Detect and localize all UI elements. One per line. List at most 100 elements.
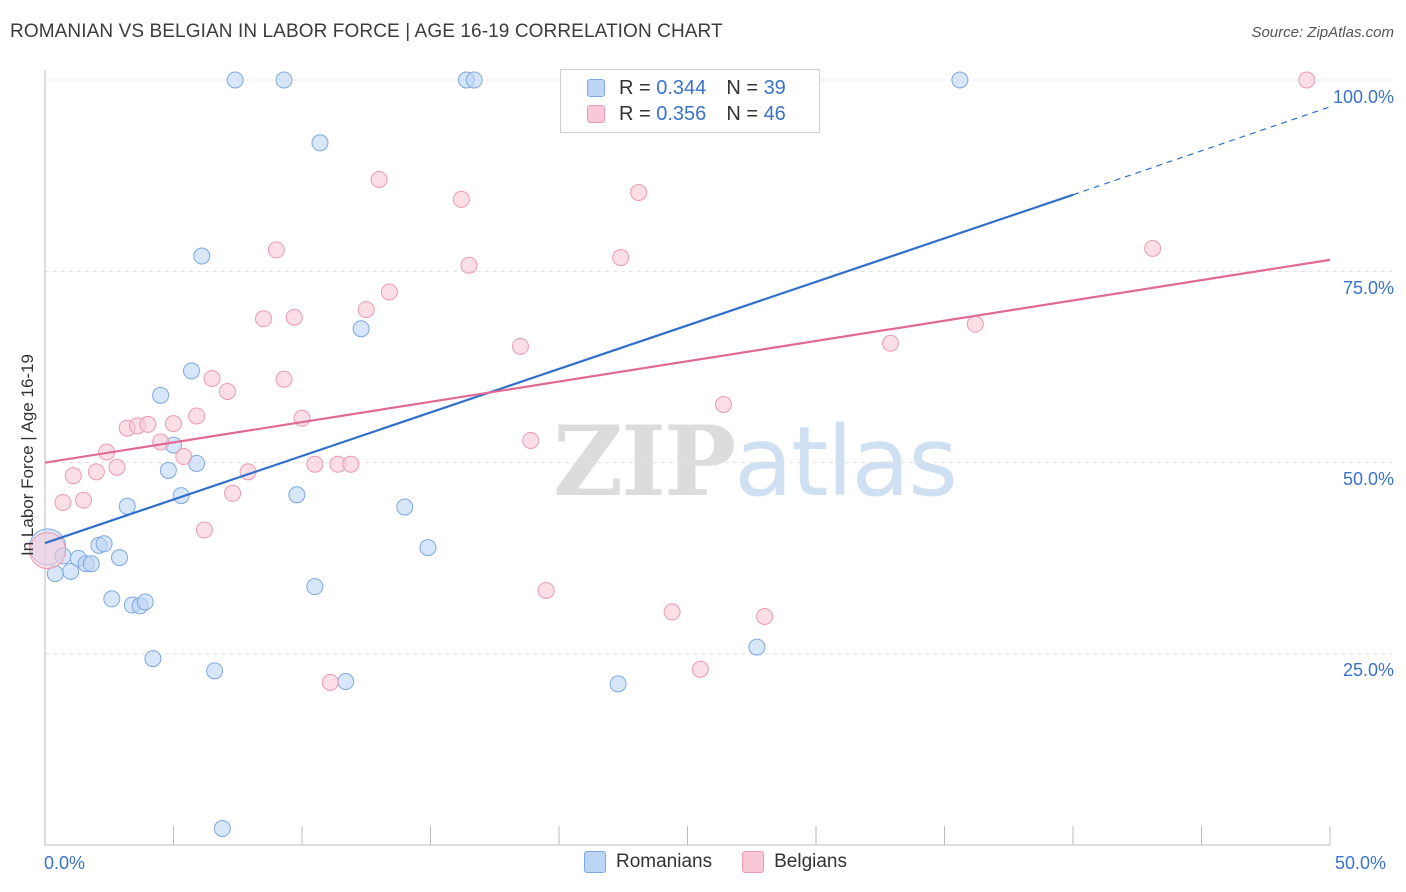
belgians-point xyxy=(108,458,126,476)
chart-title: ROMANIAN VS BELGIAN IN LABOR FORCE | AGE… xyxy=(10,21,723,42)
belgians-point xyxy=(663,603,681,621)
romanians-point xyxy=(62,562,80,580)
r-label: R = xyxy=(619,76,651,99)
x-tick-label-max: 50.0% xyxy=(1335,853,1387,873)
series-legend: Romanians Belgians xyxy=(584,851,877,873)
y-tick-label-100: 100.0% xyxy=(1332,87,1394,107)
romanians-point xyxy=(275,71,293,89)
romanians-point xyxy=(193,247,211,265)
romanians-point xyxy=(419,539,437,557)
belgians-point xyxy=(203,369,221,387)
belgians-point xyxy=(54,493,72,511)
romanians-point xyxy=(306,578,324,596)
romanians-point xyxy=(136,593,154,611)
y-axis-label: In Labor Force | Age 16-19 xyxy=(18,354,37,556)
belgians-point xyxy=(357,301,375,319)
r-value: 0.344 xyxy=(656,76,707,99)
belgians-point xyxy=(756,607,774,625)
belgians-point xyxy=(139,415,157,433)
legend-row-belgians: R = 0.356 N = 46 xyxy=(587,101,786,127)
watermark-zip: ZIP xyxy=(553,405,736,518)
legend-label-belgians: Belgians xyxy=(774,851,847,872)
belgians-point xyxy=(152,433,170,451)
belgians-point xyxy=(64,467,82,485)
belgians-point xyxy=(165,415,182,433)
belgians-point xyxy=(29,532,67,570)
belgians-point xyxy=(630,184,648,202)
romanians-point xyxy=(288,486,306,504)
correlation-legend: R = 0.344 N = 39 R = 0.356 N = 46 xyxy=(560,69,820,133)
belgians-point xyxy=(285,308,303,326)
belgians-point xyxy=(195,521,213,539)
romanians-point xyxy=(465,71,483,89)
belgians-point xyxy=(882,334,900,352)
r-label: R = xyxy=(619,102,651,125)
romanians-point xyxy=(213,819,231,837)
romanians-point xyxy=(172,487,190,505)
romanians-trend-line xyxy=(44,193,1074,545)
romanians-point xyxy=(396,498,414,516)
romanians-point xyxy=(159,461,177,479)
romanians-point xyxy=(748,638,766,656)
belgians-point xyxy=(267,241,285,259)
belgians-swatch xyxy=(742,851,765,873)
belgians-point xyxy=(224,484,242,502)
belgians-point xyxy=(306,455,324,473)
romanians-point xyxy=(352,320,370,338)
belgians-point xyxy=(460,256,478,274)
romanians-point xyxy=(95,535,113,553)
y-tick-label-25: 25.0% xyxy=(1342,660,1394,680)
y-tick-label-50: 50.0% xyxy=(1342,469,1394,489)
romanians-point xyxy=(82,555,100,573)
legend-item-belgians[interactable]: Belgians xyxy=(742,851,847,873)
romanians-point xyxy=(144,650,162,668)
belgians-point xyxy=(537,581,555,599)
romanians-point xyxy=(182,362,200,380)
source-label: Source: ZipAtlas.com xyxy=(1251,24,1394,41)
n-value: 46 xyxy=(763,102,786,125)
romanians-point xyxy=(311,134,329,152)
belgians-point xyxy=(275,370,293,388)
belgians-point xyxy=(1144,239,1162,257)
belgians-point xyxy=(380,283,398,301)
belgians-point xyxy=(1298,71,1316,89)
romanians-point xyxy=(337,673,355,691)
r-value: 0.356 xyxy=(656,102,707,125)
romanians-point xyxy=(118,497,136,515)
n-label: N = xyxy=(726,76,758,99)
belgians-swatch xyxy=(587,105,605,123)
belgians-point xyxy=(188,407,206,425)
watermark-atlas: atlas xyxy=(734,406,958,518)
n-value: 39 xyxy=(763,76,786,99)
belgians-point xyxy=(966,315,984,333)
romanians-point xyxy=(226,71,244,89)
belgians-point xyxy=(254,310,272,328)
romanians-point xyxy=(111,549,129,567)
legend-label-romanians: Romanians xyxy=(616,851,713,872)
belgians-point xyxy=(691,660,709,678)
legend-row-romanians: R = 0.344 N = 39 xyxy=(587,75,786,101)
belgians-point xyxy=(714,396,732,414)
belgians-trend-line xyxy=(44,258,1331,464)
x-tick-label-min: 0.0% xyxy=(44,853,86,873)
romanians-point xyxy=(103,590,121,608)
watermark: ZIPatlas xyxy=(553,405,958,518)
belgians-point xyxy=(218,382,236,400)
n-label: N = xyxy=(726,102,758,125)
belgians-point xyxy=(342,455,360,473)
belgians-point xyxy=(522,431,540,449)
belgians-point xyxy=(75,491,93,509)
romanians-point xyxy=(206,662,224,680)
belgians-point xyxy=(511,337,529,355)
romanians-swatch xyxy=(587,79,605,97)
belgians-point xyxy=(321,673,339,691)
y-tick-label-75: 75.0% xyxy=(1342,278,1394,298)
belgians-point xyxy=(175,448,193,466)
belgians-point xyxy=(452,190,470,208)
legend-item-romanians[interactable]: Romanians xyxy=(584,851,712,873)
belgians-point xyxy=(87,463,105,481)
romanians-point xyxy=(152,386,170,404)
romanians-swatch xyxy=(584,851,606,873)
romanians-trend-extension xyxy=(1072,106,1331,196)
